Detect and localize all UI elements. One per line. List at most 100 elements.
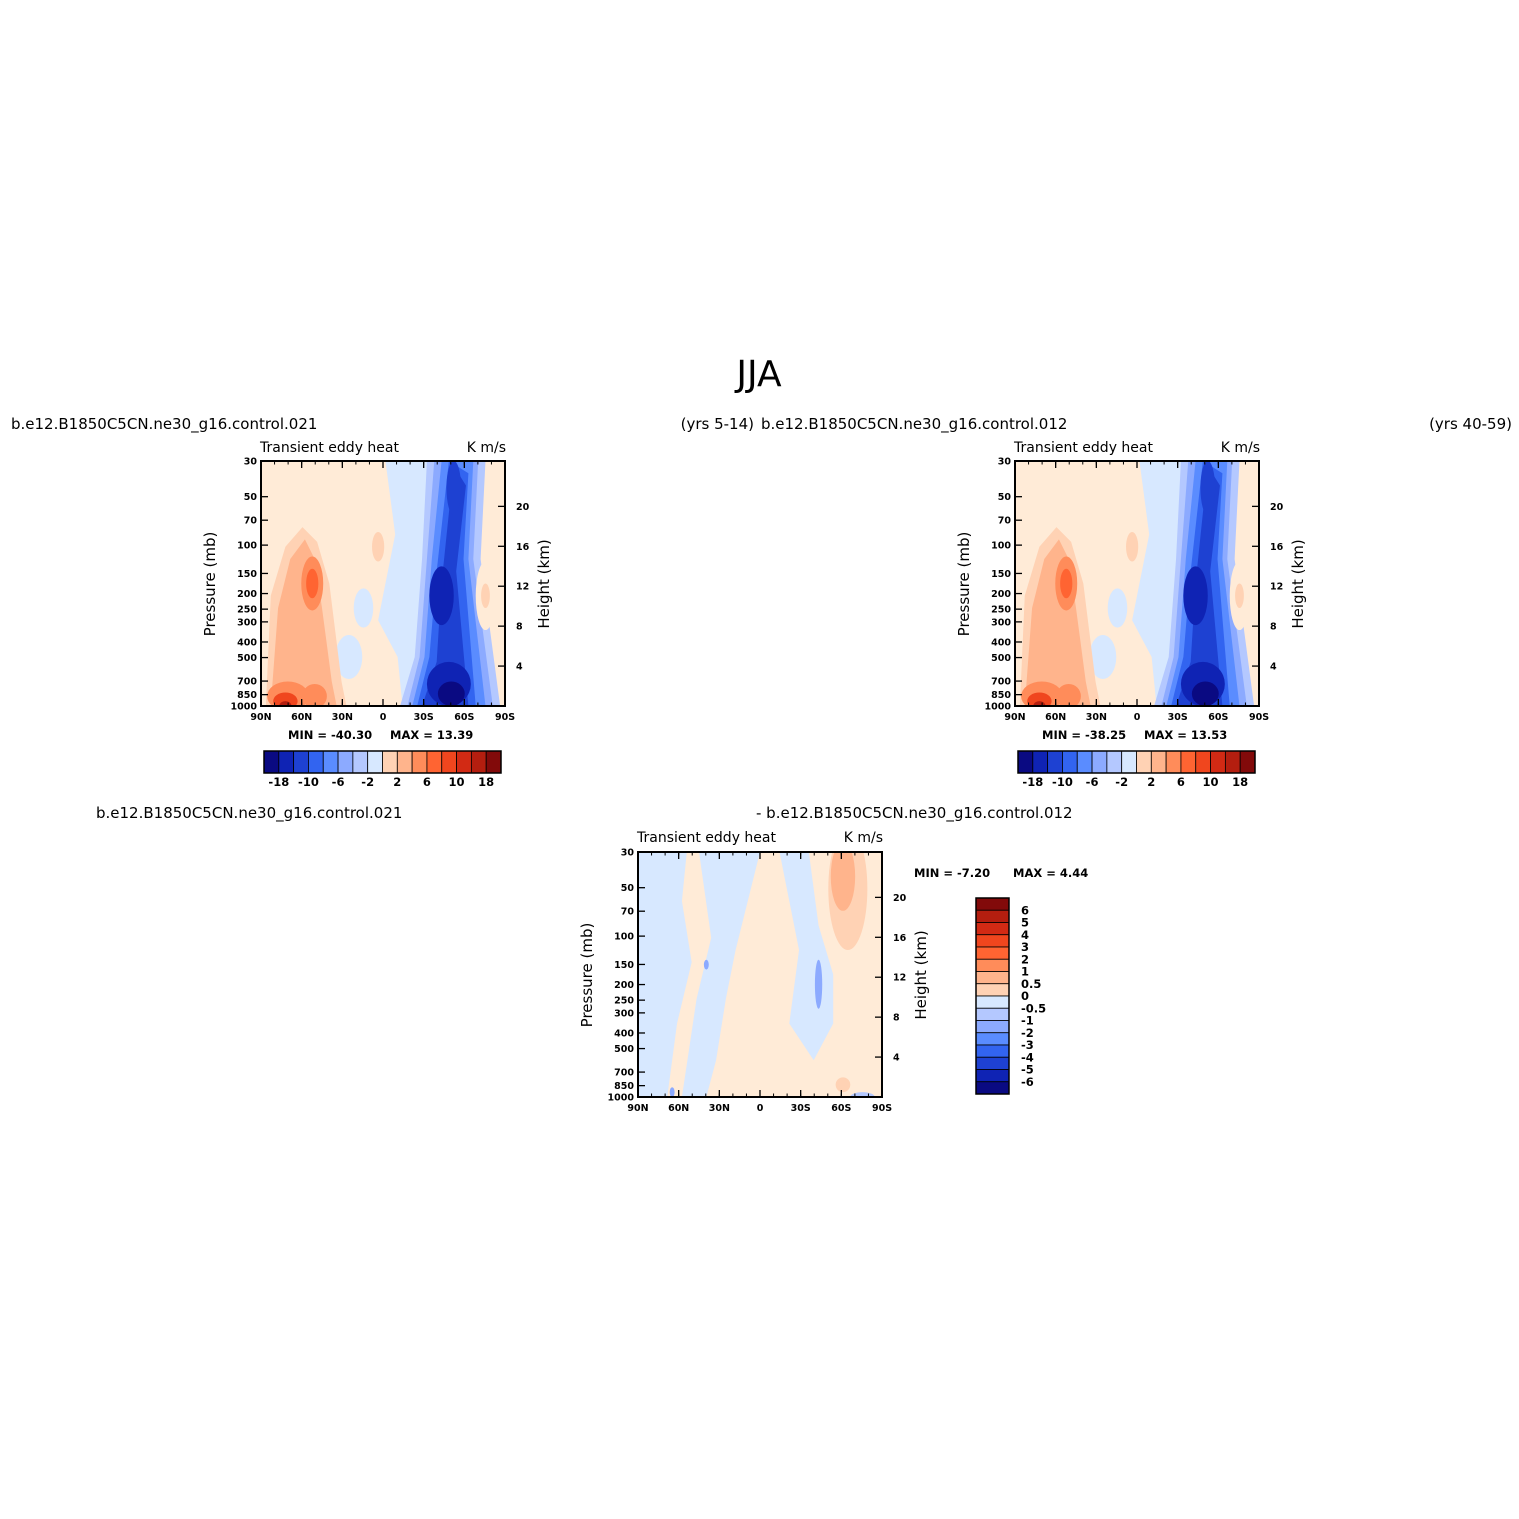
- colorbar-box: [1239, 750, 1256, 774]
- y-tick-label: 100: [614, 932, 634, 943]
- minus-label-diff: - b.e12.B1850C5CN.ne30_g16.control.012: [756, 804, 1073, 823]
- y-tick-label: 500: [614, 1044, 634, 1055]
- contour-fill: [638, 852, 882, 1097]
- y-tick-label: 700: [991, 677, 1011, 688]
- contour-pos-8: [1060, 568, 1073, 599]
- y2label-tr: Height (km): [1289, 539, 1307, 628]
- contour-neg-weak: [779, 852, 834, 1061]
- x-tick-label: 60N: [668, 1103, 689, 1114]
- contour-neg-weak: [681, 852, 760, 1097]
- contour-pos-0-5: [835, 1077, 851, 1093]
- y-tick-label: 500: [991, 653, 1011, 664]
- y-tick-label: 50: [998, 492, 1012, 503]
- years-label-right: (yrs 40-59): [1429, 415, 1512, 433]
- y2-tick-label: 20: [516, 502, 530, 513]
- ylabel-diff: Pressure (mb): [578, 923, 596, 1028]
- x-tick-label: 30S: [1168, 712, 1188, 723]
- x-tick-label: 60S: [1208, 712, 1228, 723]
- contour-neg-10: [1200, 461, 1216, 515]
- right-string-diff: K m/s: [844, 830, 883, 846]
- x-tick-label: 30S: [414, 712, 434, 723]
- colorbar-box: [1150, 750, 1167, 774]
- colorbar-box: [1180, 750, 1197, 774]
- y-tick-label: 250: [991, 605, 1011, 616]
- colorbar-label: -3: [1021, 1038, 1034, 1052]
- colorbar-label: -18: [268, 775, 289, 789]
- contour-neg-1: [703, 959, 709, 970]
- y-tick-label: 50: [621, 883, 635, 894]
- colorbar-box: [975, 971, 1010, 985]
- contour-neg-14: [429, 566, 454, 626]
- contour-pos-6: [1056, 683, 1081, 706]
- colorbar-box: [975, 1056, 1010, 1070]
- y-tick-label: 250: [237, 605, 257, 616]
- max-label-tr: MAX = 13.53: [1144, 728, 1227, 742]
- colorbar-label: 0.5: [1021, 977, 1041, 991]
- y-tick-label: 150: [237, 569, 257, 580]
- ylabel-tr: Pressure (mb): [955, 532, 973, 637]
- colorbar-label: 5: [1021, 916, 1029, 930]
- colorbar-frame: [263, 750, 502, 774]
- figure-title: JJA: [734, 354, 782, 395]
- contour-neg-14: [1183, 566, 1208, 626]
- contour-pos-4: [270, 539, 337, 706]
- x-tick-label: 60N: [291, 712, 312, 723]
- colorbar-label: -10: [298, 775, 319, 789]
- colorbar-label: -18: [1022, 775, 1043, 789]
- contour-pos-1: [830, 852, 856, 911]
- plot-frame: [637, 851, 883, 1098]
- colorbar-box: [975, 897, 1010, 911]
- colorbar-label: -5: [1021, 1063, 1034, 1077]
- colorbar-box: [263, 750, 280, 774]
- colorbar-box: [975, 922, 1010, 936]
- colorbar-box: [1062, 750, 1078, 774]
- x-tick-label: 90S: [1249, 712, 1269, 723]
- colorbar-label: -2: [1115, 775, 1128, 789]
- colorbar-label: -0.5: [1021, 1001, 1046, 1015]
- contour-neg-weak: [353, 588, 374, 628]
- y-tick-label: 250: [614, 996, 634, 1007]
- max-label-tl: MAX = 13.39: [390, 728, 473, 742]
- y2-tick-label: 4: [516, 662, 523, 673]
- colorbar-box: [278, 750, 295, 774]
- x-tick-label: 0: [380, 712, 387, 723]
- colorbar-label: 2: [393, 775, 401, 789]
- y-tick-label: 100: [237, 541, 257, 552]
- colorbar-label: 10: [449, 775, 465, 789]
- x-tick-label: 60S: [831, 1103, 851, 1114]
- colorbar-box: [975, 1020, 1010, 1034]
- y2label-tl: Height (km): [535, 539, 553, 628]
- colorbar-label: 18: [1232, 775, 1248, 789]
- colorbar-box: [975, 909, 1010, 923]
- y2-tick-label: 8: [516, 622, 523, 633]
- colorbar-box: [975, 1044, 1010, 1058]
- colorbar-label: -2: [1021, 1026, 1034, 1040]
- colorbar-box: [975, 934, 1010, 948]
- y2-tick-label: 20: [1270, 502, 1284, 513]
- contour-neg-weak: [638, 852, 692, 1097]
- left-string-tr: Transient eddy heat: [1013, 440, 1153, 456]
- y-tick-label: 700: [237, 677, 257, 688]
- colorbar-label: 2: [1021, 952, 1029, 966]
- y-tick-label: 300: [614, 1008, 634, 1019]
- contour-neg-1: [669, 1087, 675, 1097]
- colorbar-box: [396, 750, 413, 774]
- y-tick-label: 700: [614, 1068, 634, 1079]
- colorbar-box: [293, 750, 309, 774]
- colorbar-box: [411, 750, 428, 774]
- y2label-diff: Height (km): [912, 930, 930, 1019]
- right-string-tl: K m/s: [467, 440, 506, 456]
- colorbar-label: 6: [1177, 775, 1185, 789]
- colorbar-label: 10: [1203, 775, 1219, 789]
- y2-tick-label: 8: [893, 1013, 900, 1024]
- right-string-tr: K m/s: [1221, 440, 1260, 456]
- contour-plot-top-right: 90N 60N 30N 0 30S 60S 90S 30 50 70 100 150 200 250300…: [985, 457, 1284, 724]
- y2-tick-label: 4: [893, 1053, 900, 1064]
- y2-tick-label: 20: [893, 893, 907, 904]
- left-string-tl: Transient eddy heat: [259, 440, 399, 456]
- ylabel-tl: Pressure (mb): [201, 532, 219, 637]
- colorbar-box: [1032, 750, 1049, 774]
- colorbar-box: [1136, 750, 1152, 774]
- colorbar-box: [975, 1007, 1010, 1021]
- case-label-right: b.e12.B1850C5CN.ne30_g16.control.012: [761, 415, 1067, 434]
